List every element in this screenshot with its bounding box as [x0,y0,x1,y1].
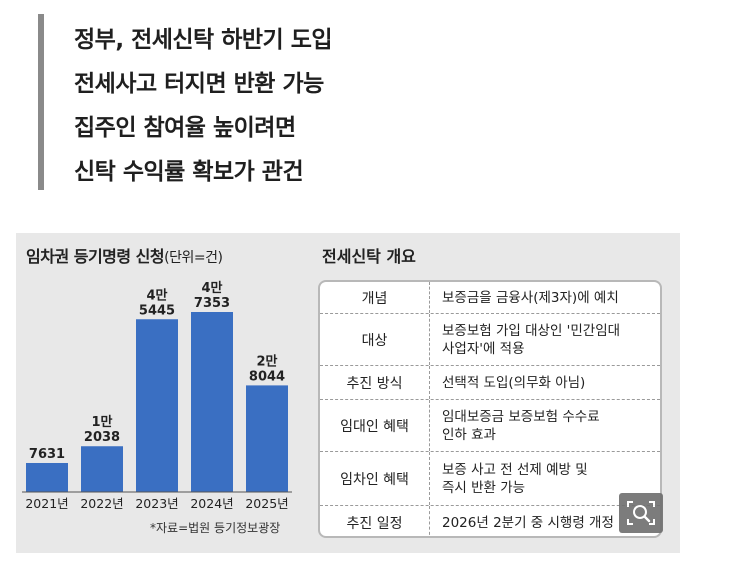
bar-chart: 76312021년1만20382022년4만54452023년4만7353202… [22,280,292,511]
bar-value-label: 4만 [201,280,222,296]
row-value: 선택적 도입(의무화 아님) [442,374,586,391]
row-value: 보증 사고 전 선제 예방 및 즉시 반환 가능 [442,461,588,496]
chart-source: *자료=법원 등기정보광장 [150,521,281,535]
chart-unit: (단위=건) [164,250,223,266]
table-row: 대상 보증보험 가입 대상인 '민간임대 사업자'에 적용 [320,314,660,366]
headline-line: 정부, 전세신탁 하반기 도입 [74,27,333,53]
category-label: 2025년 [245,496,288,511]
row-label: 개념 [320,282,430,313]
table-row: 추진 방식 선택적 도입(의무화 아님) [320,366,660,400]
table-row: 임차인 혜택 보증 사고 전 선제 예방 및 즉시 반환 가능 [320,452,660,506]
bar-value-label: 2038 [84,430,120,445]
bar-value-label: 5445 [139,303,175,318]
chart-title-text: 임차권 등기명령 신청 [26,247,165,266]
table-title: 전세신탁 개요 [322,247,416,266]
headline-accent-bar [38,14,44,190]
headline-line: 집주인 참여율 높이려면 [74,115,296,141]
overview-table: 개념 보증금을 금융사(제3자)에 예치 대상 보증보험 가입 대상인 '민간임… [318,280,662,538]
table-row: 임대인 혜택 임대보증금 보증보험 수수료 인하 효과 [320,400,660,452]
table-row: 개념 보증금을 금융사(제3자)에 예치 [320,282,660,314]
bar-2021년 [26,462,68,492]
category-label: 2022년 [80,496,123,511]
bar-2024년 [191,312,233,492]
bar-value-label: 1만 [91,414,112,430]
row-label: 임차인 혜택 [320,452,430,505]
bar-value-label: 7353 [194,296,230,311]
bar-value-label: 4만 [146,287,167,303]
bar-2025년 [246,385,288,492]
headline: 정부, 전세신탁 하반기 도입 전세사고 터지면 반환 가능 집주인 참여율 높… [74,18,674,194]
table-row: 추진 일정 2026년 2분기 중 시행령 개정 [320,506,660,536]
chart-title: 임차권 등기명령 신청(단위=건) [26,243,223,267]
row-label: 임대인 혜택 [320,400,430,451]
row-label: 대상 [320,314,430,365]
row-label: 추진 방식 [320,366,430,399]
infographic-panel: 임차권 등기명령 신청(단위=건) 7631 2021년 1만 2038 2022년 4만… [16,233,680,553]
headline-line: 신탁 수익률 확보가 관건 [74,159,304,185]
row-value: 2026년 2분기 중 시행령 개정 [442,515,614,531]
bar-value-label: 7631 [29,447,65,462]
bar-2022년 [81,446,123,492]
category-label: 2023년 [135,496,178,511]
category-label: 2021년 [25,496,68,511]
row-value: 보증금을 금융사(제3자)에 예치 [442,289,619,306]
zoom-search-icon [627,501,655,525]
bar-value-label: 8044 [249,369,285,384]
bar-2023년 [136,319,178,492]
row-label: 추진 일정 [320,506,430,536]
category-label: 2024년 [190,496,233,511]
bar-value-label: 2만 [256,353,277,369]
row-value: 임대보증금 보증보험 수수료 인하 효과 [442,408,600,443]
row-value: 보증보험 가입 대상인 '민간임대 사업자'에 적용 [442,322,621,357]
zoom-button[interactable] [619,493,663,533]
headline-line: 전세사고 터지면 반환 가능 [74,71,324,97]
